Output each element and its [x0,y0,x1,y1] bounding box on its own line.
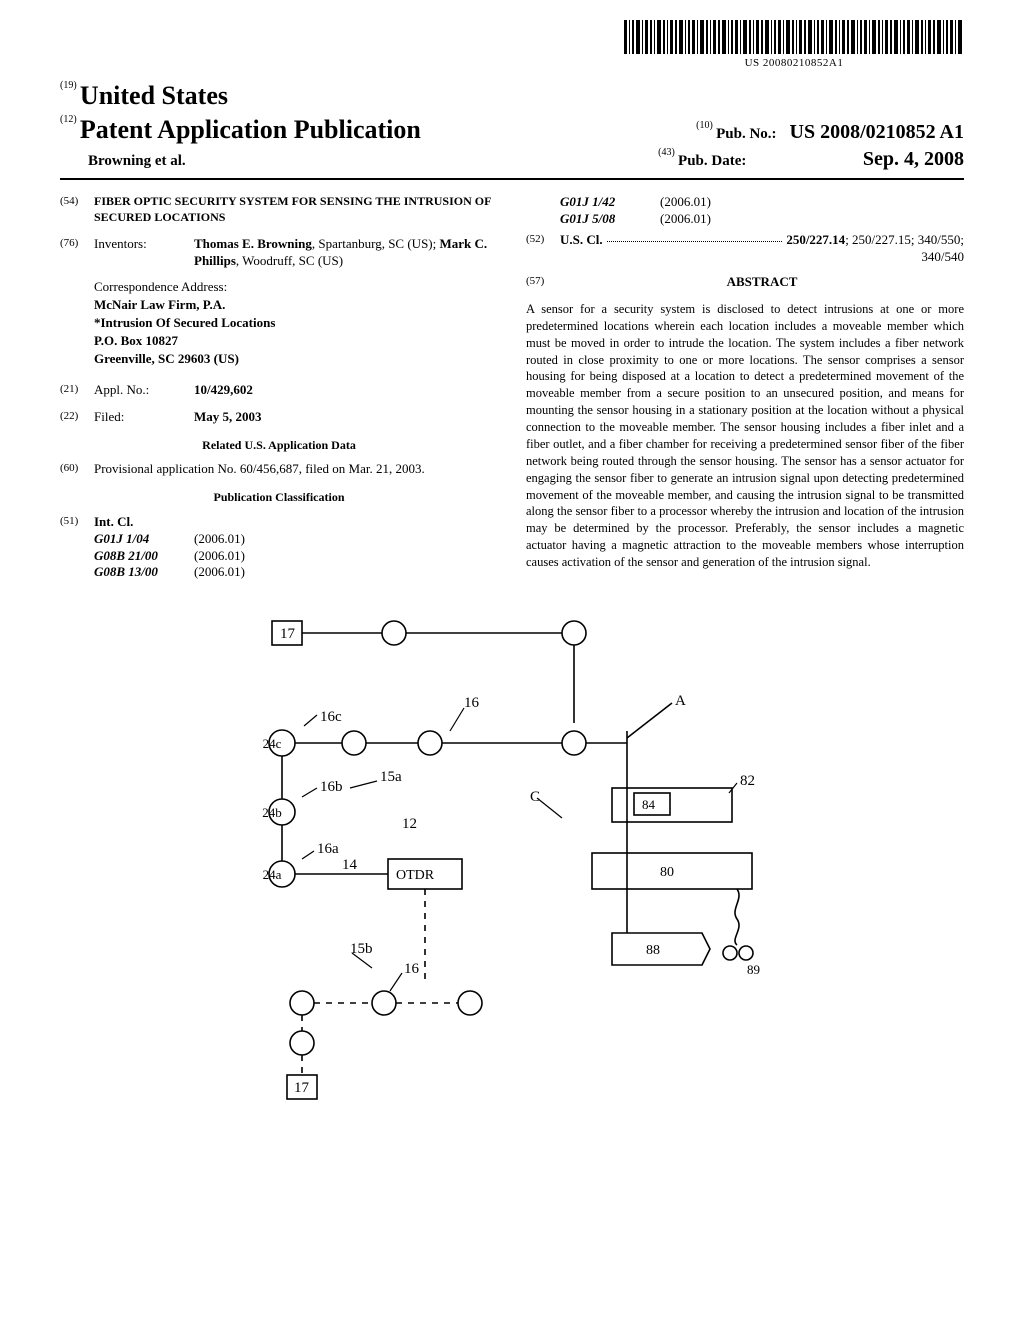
code-22: (22) [60,409,94,426]
code-21: (21) [60,382,94,399]
corr-line-4: Greenville, SC 29603 (US) [94,351,239,366]
svg-text:24c: 24c [263,736,282,751]
svg-text:16: 16 [464,695,480,711]
invention-title-row: (54) FIBER OPTIC SECURITY SYSTEM FOR SEN… [60,194,498,225]
intcl-item: G08B 13/00(2006.01) [94,564,498,581]
code-76: (76) [60,236,94,270]
svg-text:16c: 16c [320,709,342,725]
svg-text:88: 88 [646,943,660,958]
svg-text:15a: 15a [380,769,402,785]
inventor-1: Thomas E. Browning [194,236,312,251]
uscl-label: U.S. Cl. [560,232,603,249]
svg-text:OTDR: OTDR [396,868,435,883]
pubdate-value: Sep. 4, 2008 [863,148,964,170]
svg-text:A: A [675,693,686,709]
svg-text:17: 17 [294,1080,310,1096]
code-10: (10) [696,120,713,131]
patent-figure: 17 16c 24c 16b 24b 15a 12 16a 24a 14 OTD… [60,613,964,1128]
barcode: US 20080210852A1 [624,20,964,70]
svg-text:16a: 16a [317,841,339,857]
code-57: (57) [526,274,560,297]
svg-text:84: 84 [642,797,656,812]
related-heading: Related U.S. Application Data [60,438,498,454]
header-block: (19) United States (12) Patent Applicati… [60,79,964,181]
code-19: (19) [60,80,77,91]
intcl-item: G08B 21/00(2006.01) [94,548,498,565]
provisional-text: Provisional application No. 60/456,687, … [94,461,498,478]
abstract-body: A sensor for a security system is disclo… [526,301,964,571]
pubno-value: US 2008/0210852 A1 [790,121,964,143]
invention-title: FIBER OPTIC SECURITY SYSTEM FOR SENSING … [94,194,498,225]
code-52: (52) [526,232,560,266]
code-54: (54) [60,194,94,225]
svg-text:12: 12 [402,816,417,832]
code-60: (60) [60,461,94,478]
applno-row: (21) Appl. No.: 10/429,602 [60,382,498,399]
barcode-svg [624,20,964,54]
intcl-label: Int. Cl. [94,514,133,529]
pubclass-heading: Publication Classification [60,490,498,506]
barcode-region: US 20080210852A1 [60,20,964,71]
svg-text:80: 80 [660,865,674,880]
uscl-values: 250/227.14; 250/227.15; 340/550; [786,232,964,249]
barcode-text: US 20080210852A1 [624,56,964,70]
provisional-row: (60) Provisional application No. 60/456,… [60,461,498,478]
svg-text:24b: 24b [262,805,282,820]
left-column: (54) FIBER OPTIC SECURITY SYSTEM FOR SEN… [60,194,498,583]
code-12: (12) [60,114,77,125]
filed-row: (22) Filed: May 5, 2003 [60,409,498,426]
dots-leader [607,232,783,242]
inventors-row: (76) Inventors: Thomas E. Browning, Spar… [60,236,498,270]
intcl-item: G01J 1/42(2006.01) [560,194,964,211]
pubno-label: Pub. No.: [716,126,776,142]
uscl-row: (52) U.S. Cl. 250/227.14; 250/227.15; 34… [526,232,964,266]
figure-svg: 17 16c 24c 16b 24b 15a 12 16a 24a 14 OTD… [232,613,792,1123]
svg-text:89: 89 [747,962,760,977]
corr-line-2: *Intrusion Of Secured Locations [94,315,275,330]
code-43: (43) [658,147,675,158]
svg-text:24a: 24a [263,867,282,882]
applno-label: Appl. No.: [94,382,194,399]
filed-value: May 5, 2003 [194,409,262,424]
right-column: G01J 1/42(2006.01) G01J 5/08(2006.01) (5… [526,194,964,583]
intcl-item: G01J 1/04(2006.01) [94,531,498,548]
bibliographic-columns: (54) FIBER OPTIC SECURITY SYSTEM FOR SEN… [60,194,964,583]
svg-text:15b: 15b [350,941,373,957]
code-51: (51) [60,514,94,582]
applno-value: 10/429,602 [194,382,253,397]
intcl-row: (51) Int. Cl. G01J 1/04(2006.01) G08B 21… [60,514,498,582]
abstract-heading: ABSTRACT [560,274,964,291]
svg-text:16: 16 [404,961,420,977]
intcl-item: G01J 5/08(2006.01) [560,211,964,228]
country: United States [80,81,228,110]
corr-line-3: P.O. Box 10827 [94,333,178,348]
svg-text:16b: 16b [320,779,343,795]
filed-label: Filed: [94,409,194,426]
pubdate-label: Pub. Date: [678,153,746,169]
corr-line-1: McNair Law Firm, P.A. [94,297,225,312]
svg-text:14: 14 [342,857,358,873]
svg-text:82: 82 [740,773,755,789]
abstract-header-row: (57) ABSTRACT [526,274,964,297]
uscl-values-2: 340/540 [560,249,964,266]
correspondence-label: Correspondence Address: [94,279,498,296]
inventors-label: Inventors: [94,236,194,270]
publication-title: Patent Application Publication [80,115,421,144]
correspondence-block: Correspondence Address: McNair Law Firm,… [94,279,498,367]
svg-text:17: 17 [280,626,296,642]
svg-text:C: C [530,789,540,805]
authors: Browning et al. [88,153,186,169]
inventors-body: Thomas E. Browning, Spartanburg, SC (US)… [194,236,498,270]
